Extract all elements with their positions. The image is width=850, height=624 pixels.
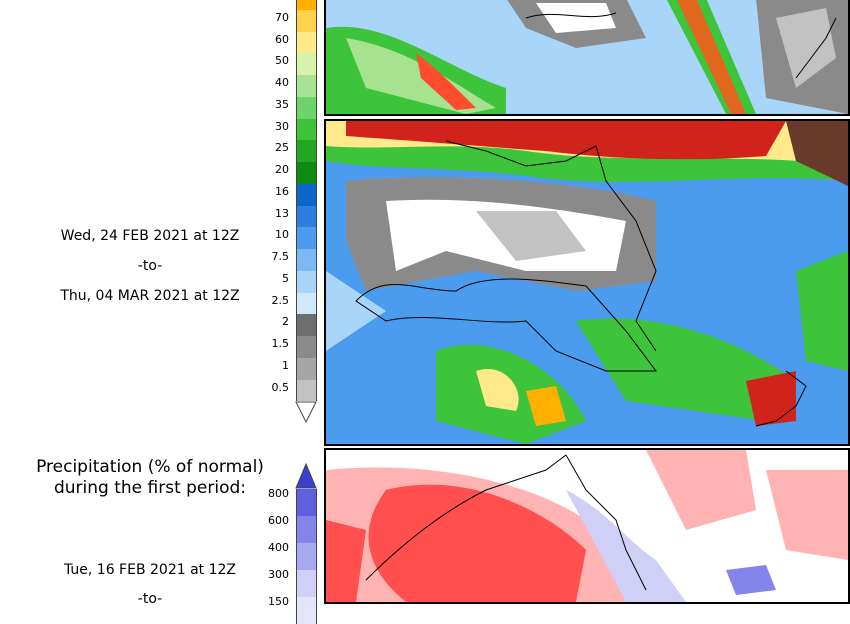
precip-legend-label: 20 [275,163,289,176]
precip-legend-swatch [296,9,317,32]
precip-legend-label: 2 [282,315,289,329]
precip-legend-label: 10 [275,228,289,242]
precip-legend-swatch [296,75,317,97]
precip-legend-swatch [296,31,317,54]
period2-start: Wed, 24 FEB 2021 at 12Z [60,228,240,244]
precip-legend-swatch [296,292,317,315]
forecast-map-top-svg [326,0,848,114]
precip-legend-label: 50 [275,54,289,68]
percent-normal-heading-line2: during the first period: [53,478,247,498]
percent-legend-swatch [296,597,317,624]
precip-legend-label: 70 [275,10,289,24]
percent-legend-label: 400 [268,541,289,554]
forecast-map-middle-svg [326,121,848,444]
forecast-map-top [324,0,850,116]
precip-legend-swatch [296,205,317,228]
precip-legend-swatch [296,140,317,162]
precip-legend-label: 35 [275,97,289,111]
precip-legend-label: 25 [275,141,289,155]
precip-legend-label: 2.5 [271,293,290,307]
precip-legend-label: 16 [275,184,289,198]
precip-legend-label: 1.5 [271,337,290,350]
precip-legend-swatch [296,227,317,249]
percent-legend-arrow [295,463,317,489]
precip-legend-swatch [296,249,317,271]
forecast-map-middle [324,119,850,446]
precip-legend-label: 60 [275,32,289,46]
percent-normal-map-svg [326,450,848,602]
period1-to: -to- [137,591,163,607]
precip-legend-label: 13 [275,206,289,220]
percent-normal-map [324,448,850,604]
percent-normal-heading: Precipitation (% of normal) during the f… [0,457,300,499]
percent-legend-label: 300 [268,568,289,581]
precip-legend-swatch [296,0,317,10]
percent-legend-swatch [296,543,317,570]
percent-legend-swatch [296,570,317,597]
precip-legend-label: 1 [282,358,289,372]
percent-legend-label: 600 [268,514,289,527]
precip-legend-swatch [296,336,317,358]
period1-start: Tue, 16 FEB 2021 at 12Z [63,562,237,578]
precip-legend-label: 30 [275,119,289,133]
percent-legend-swatch [296,516,317,543]
precip-legend-label: 40 [275,76,289,89]
period2-to: -to- [137,258,163,274]
percent-legend-swatch [296,489,317,516]
precip-legend-swatch [296,314,317,336]
percent-normal-heading-line1: Precipitation (% of normal) [36,457,264,477]
precip-legend-label: 80 [249,0,289,2]
percent-legend-label: 800 [268,487,289,500]
precip-legend-swatch [296,96,317,119]
precip-legend-swatch [296,357,317,380]
precip-legend-label: 0.5 [271,380,290,394]
precip-legend-swatch [296,162,317,184]
precip-legend-swatch [296,379,317,402]
precip-legend-swatch [296,270,317,293]
precip-legend-label: 5 [282,271,289,285]
precip-legend-arrow [295,401,317,424]
precip-legend-swatch [296,183,317,206]
period2-end: Thu, 04 MAR 2021 at 12Z [60,288,240,304]
precip-legend-swatch [296,53,317,75]
precip-legend-label: 7.5 [271,250,290,263]
precip-legend-swatch [296,118,317,141]
